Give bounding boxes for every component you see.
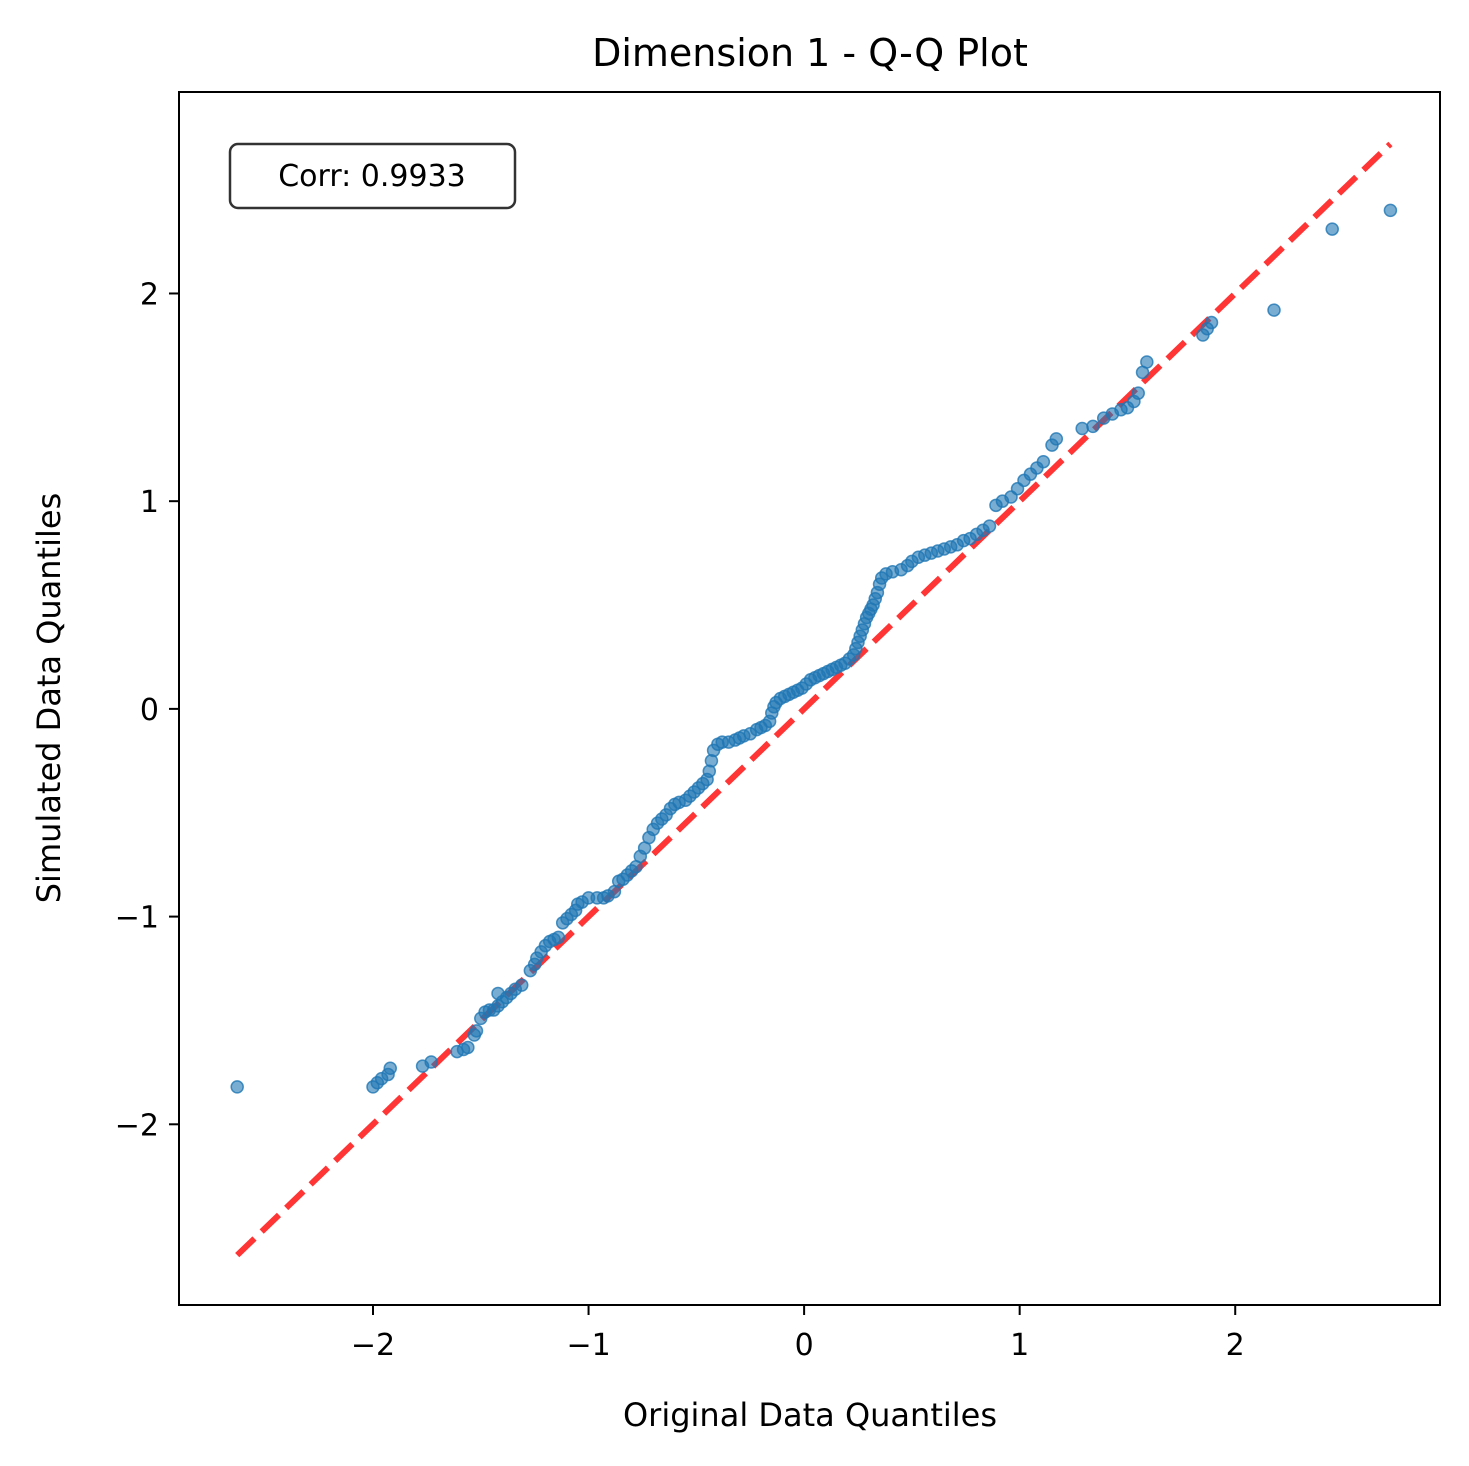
y-tick-label: −2 [115, 1108, 159, 1143]
reference-line [235, 141, 1393, 1258]
y-tick-label: 1 [140, 485, 159, 520]
data-point [1049, 432, 1064, 446]
x-tick-label: 1 [1010, 1328, 1029, 1363]
data-point [514, 978, 529, 992]
axis-ticks: −2 −1 0 1 2 −2 −1 0 1 2 [115, 277, 1245, 1363]
data-point [1140, 355, 1154, 369]
data-point [1086, 419, 1100, 434]
y-tick-label: 0 [140, 693, 159, 728]
data-point [1204, 315, 1219, 330]
correlation-annotation: Corr: 0.9933 [228, 142, 517, 210]
data-point [469, 1024, 484, 1038]
data-point [551, 930, 566, 945]
chart-title: Dimension 1 - Q-Q Plot [592, 31, 1028, 75]
data-point [1383, 203, 1398, 218]
x-axis-label: Original Data Quantiles [623, 1396, 997, 1434]
y-axis-label: Simulated Data Quantiles [30, 493, 68, 904]
x-tick-label: −1 [566, 1328, 610, 1363]
data-point [230, 1080, 244, 1094]
plot-area [230, 141, 1398, 1258]
annotation-box [228, 142, 517, 210]
data-point [383, 1061, 397, 1075]
data-point [1075, 421, 1089, 436]
annotation-text: Corr: 0.9933 [278, 159, 466, 194]
data-point [1325, 222, 1339, 236]
data-point [1131, 386, 1145, 400]
x-tick-label: −2 [351, 1328, 395, 1363]
x-tick-label: 0 [795, 1328, 814, 1363]
data-point [461, 1040, 475, 1055]
x-tick-label: 2 [1226, 1328, 1245, 1363]
data-point [1267, 303, 1281, 317]
data-point [982, 519, 997, 533]
data-point [1036, 454, 1051, 469]
plot-frame [178, 91, 1441, 1306]
y-tick-label: −1 [115, 901, 159, 936]
data-point [424, 1055, 438, 1069]
y-tick-label: 2 [140, 277, 159, 312]
